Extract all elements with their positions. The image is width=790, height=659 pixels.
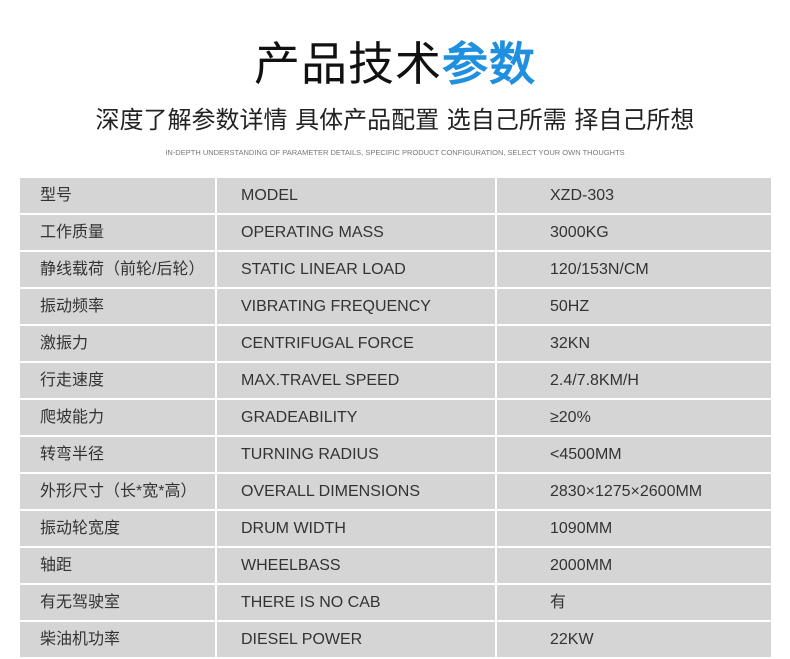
- title-main: 产品技术: [254, 37, 442, 91]
- spec-name-cn: 型号: [20, 178, 217, 213]
- spec-name-en: MODEL: [217, 178, 497, 213]
- spec-name-en: THERE IS NO CAB: [217, 585, 497, 620]
- spec-name-cn: 转弯半径: [20, 437, 217, 472]
- spec-value: 32KN: [550, 335, 591, 352]
- spec-name-en: TURNING RADIUS: [217, 437, 497, 472]
- table-row: 行走速度 MAX.TRAVEL SPEED 2.4/7.8KM/H: [20, 363, 771, 398]
- spec-name-cn: 有无驾驶室: [20, 585, 217, 620]
- table-row: 柴油机功率 DIESEL POWER 22KW: [20, 622, 771, 657]
- spec-name-en: STATIC LINEAR LOAD: [217, 252, 497, 287]
- spec-name-cn: 爬坡能力: [20, 400, 217, 435]
- subtitle: 深度了解参数详情 具体产品配置 选自己所需 择自己所想: [95, 106, 695, 134]
- title-highlight: 参数: [442, 37, 536, 91]
- spec-name-cn: 行走速度: [20, 363, 217, 398]
- spec-value: XZD-303: [550, 187, 615, 204]
- table-row: 转弯半径 TURNING RADIUS <4500MM: [20, 437, 771, 472]
- subtitle-en: IN-DEPTH UNDERSTANDING OF PARAMETER DETA…: [165, 148, 625, 157]
- spec-value: 2000MM: [550, 557, 613, 574]
- spec-name-cn: 外形尺寸（长*宽*高）: [20, 474, 217, 509]
- table-row: 静线载荷（前轮/后轮） STATIC LINEAR LOAD 120/153N/CM: [20, 252, 771, 287]
- spec-value: 3000KG: [550, 224, 609, 241]
- spec-name-cn: 轴距: [20, 548, 217, 583]
- spec-value: 2830×1275×2600MM: [550, 483, 703, 500]
- spec-name-en: OPERATING MASS: [217, 215, 497, 250]
- spec-table: 型号 MODEL XZD-303 工作质量 OPERATING MASS 3000KG 静线…: [20, 178, 771, 659]
- spec-value: 有: [550, 594, 567, 611]
- table-row: 有无驾驶室 THERE IS NO CAB 有: [20, 585, 771, 620]
- table-row: 爬坡能力 GRADEABILITY ≥20%: [20, 400, 771, 435]
- spec-name-en: CENTRIFUGAL FORCE: [217, 326, 497, 361]
- spec-name-en: MAX.TRAVEL SPEED: [217, 363, 497, 398]
- spec-value: 22KW: [550, 631, 594, 648]
- spec-value: 120/153N/CM: [550, 261, 649, 278]
- spec-name-en: VIBRATING FREQUENCY: [217, 289, 497, 324]
- table-row: 工作质量 OPERATING MASS 3000KG: [20, 215, 771, 250]
- spec-value: <4500MM: [550, 446, 622, 463]
- spec-name-en: DRUM WIDTH: [217, 511, 497, 546]
- page-title: 产品技术参数: [0, 28, 790, 94]
- spec-value: 50HZ: [550, 298, 590, 315]
- spec-name-cn: 工作质量: [20, 215, 217, 250]
- table-row: 振动轮宽度 DRUM WIDTH 1090MM: [20, 511, 771, 546]
- table-row: 型号 MODEL XZD-303: [20, 178, 771, 213]
- spec-name-en: DIESEL POWER: [217, 622, 497, 657]
- spec-name-cn: 振动轮宽度: [20, 511, 217, 546]
- table-row: 外形尺寸（长*宽*高） OVERALL DIMENSIONS 2830×1275×2…: [20, 474, 771, 509]
- spec-value: ≥20%: [550, 409, 591, 426]
- spec-name-cn: 激振力: [20, 326, 217, 361]
- spec-name-cn: 柴油机功率: [20, 622, 217, 657]
- spec-name-en: OVERALL DIMENSIONS: [217, 474, 497, 509]
- table-row: 轴距 WHEELBASS 2000MM: [20, 548, 771, 583]
- spec-name-cn: 静线载荷（前轮/后轮）: [20, 252, 217, 287]
- spec-value: 2.4/7.8KM/H: [550, 372, 639, 389]
- spec-name-en: GRADEABILITY: [217, 400, 497, 435]
- spec-name-en: WHEELBASS: [217, 548, 497, 583]
- spec-value: 1090MM: [550, 520, 613, 537]
- table-row: 振动频率 VIBRATING FREQUENCY 50HZ: [20, 289, 771, 324]
- spec-name-cn: 振动频率: [20, 289, 217, 324]
- table-row: 激振力 CENTRIFUGAL FORCE 32KN: [20, 326, 771, 361]
